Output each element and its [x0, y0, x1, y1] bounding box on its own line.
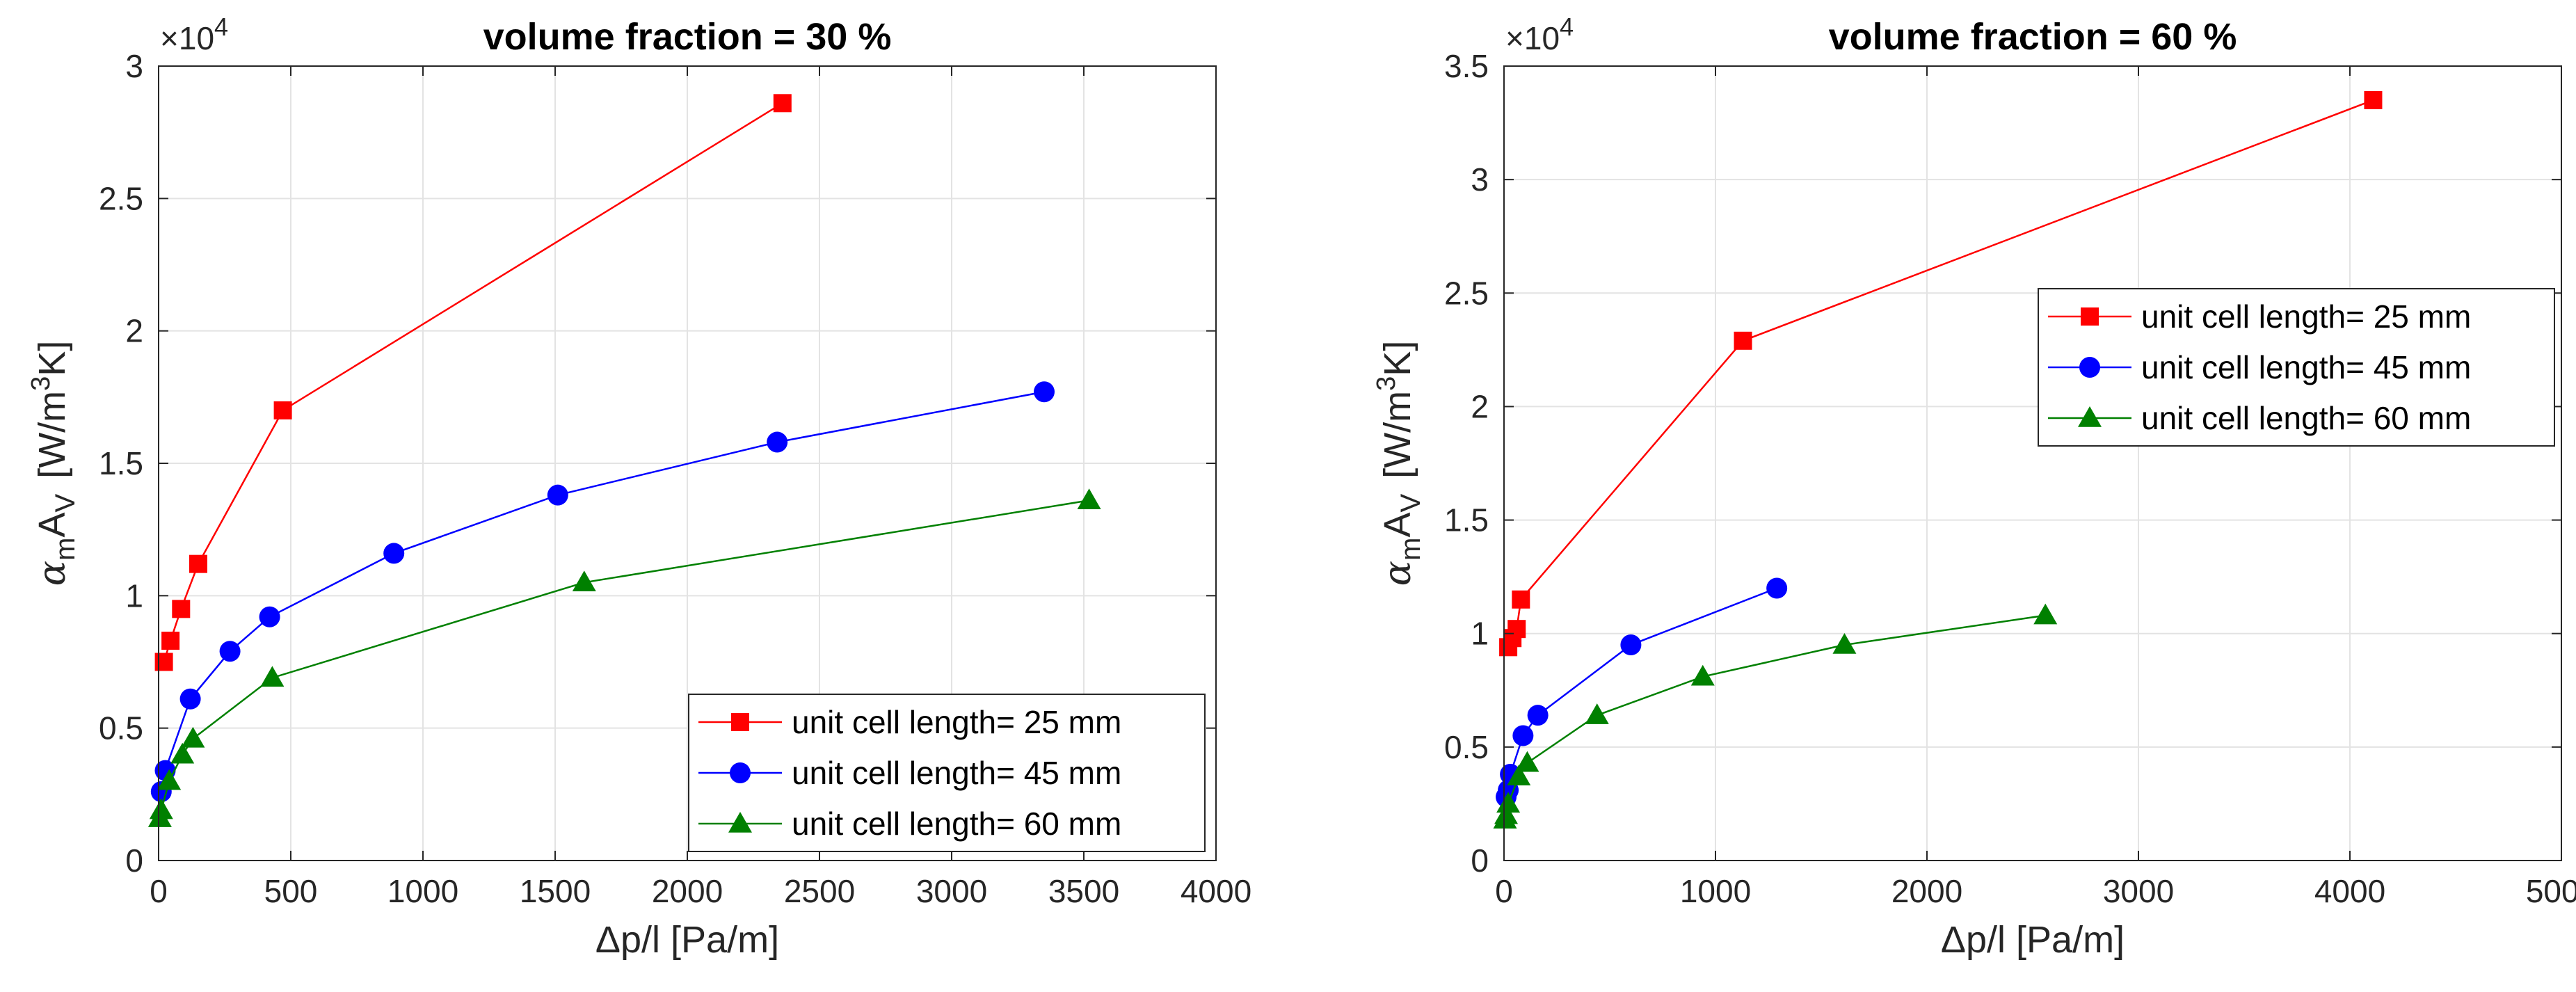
data-point — [1507, 620, 1526, 639]
data-point — [383, 543, 405, 564]
x-tick-label: 3000 — [2103, 873, 2174, 909]
legend-label: unit cell length= 60 mm — [792, 806, 1121, 842]
chart-title: volume fraction = 60 % — [1829, 16, 2237, 58]
data-point — [547, 484, 568, 506]
data-point — [260, 666, 285, 687]
data-point — [189, 554, 207, 573]
y-tick-label: 0 — [1471, 842, 1489, 879]
data-point — [767, 431, 788, 453]
x-tick-label: 2000 — [1891, 873, 1962, 909]
legend-marker — [2078, 406, 2102, 427]
legend-label: unit cell length= 45 mm — [2141, 349, 2471, 385]
data-point — [2033, 603, 2058, 625]
y-tick-label: 2.5 — [99, 180, 143, 216]
data-point — [259, 606, 280, 627]
x-tick-label: 0 — [1495, 873, 1513, 909]
y-tick-label: 0.5 — [99, 710, 143, 746]
data-point — [172, 600, 191, 618]
data-point — [1734, 331, 1752, 350]
y-axis-label: αmAV[W/m3K] — [26, 341, 81, 586]
series-layer — [1493, 90, 2383, 829]
data-point — [1766, 577, 1788, 599]
y-tick-label: 1.5 — [1444, 502, 1489, 538]
data-point — [154, 653, 173, 671]
data-point — [1512, 590, 1530, 609]
legend: unit cell length= 25 mm unit cell length=… — [2038, 288, 2555, 447]
data-point — [1832, 633, 1857, 654]
ticks: 0 500 1000 1500 2000 2500 3000 3500 4000 0 0.5 1 1.5… — [99, 48, 1251, 909]
chart-title: volume fraction = 30 % — [483, 16, 892, 58]
y-tick-label: 1 — [1471, 616, 1489, 652]
y-tick-label: 0.5 — [1444, 729, 1489, 765]
legend-marker — [731, 713, 749, 731]
data-point — [181, 726, 205, 748]
x-tick-label: 2500 — [784, 873, 855, 909]
legend-label: unit cell length= 25 mm — [792, 704, 1121, 740]
data-point — [1527, 705, 1549, 726]
y-multiplier: ×104 — [160, 13, 228, 56]
data-point — [219, 641, 241, 662]
data-point — [1515, 751, 1539, 772]
data-point — [273, 401, 292, 419]
x-tick-label: 500 — [264, 873, 318, 909]
plot-area — [1504, 66, 2561, 861]
y-tick-label: 3 — [1471, 161, 1489, 198]
data-point — [1496, 792, 1521, 813]
x-tick-label: 2000 — [652, 873, 723, 909]
x-tick-label: 1000 — [387, 873, 458, 909]
data-point — [1077, 488, 1101, 510]
x-tick-label: 1000 — [1680, 873, 1751, 909]
x-tick-label: 3000 — [916, 873, 987, 909]
data-point — [179, 688, 201, 710]
legend-label: unit cell length= 45 mm — [792, 755, 1121, 791]
legend-marker — [730, 762, 751, 783]
legend: unit cell length= 25 mm unit cell length=… — [688, 694, 1206, 852]
data-point — [157, 769, 182, 790]
data-point — [1512, 725, 1534, 746]
data-point — [170, 742, 195, 764]
data-point — [1034, 381, 1055, 403]
y-tick-label: 0 — [125, 842, 143, 879]
data-point — [161, 632, 180, 650]
y-tick-label: 2.5 — [1444, 275, 1489, 311]
x-tick-label: 4000 — [2314, 873, 2385, 909]
data-point — [773, 94, 792, 113]
data-point — [1585, 703, 1609, 724]
data-point — [2364, 90, 2383, 109]
y-multiplier: ×104 — [1505, 13, 1574, 56]
x-tick-label: 4000 — [1181, 873, 1251, 909]
chart-vf30: 0 500 1000 1500 2000 2500 3000 3500 4000 0 0.5 1 1.5… — [26, 13, 1251, 961]
x-axis-label: Δp/l [Pa/m] — [595, 919, 779, 961]
axes-box — [1503, 65, 2562, 861]
x-tick-label: 0 — [150, 873, 168, 909]
data-point — [149, 798, 173, 819]
x-axis-label: Δp/l [Pa/m] — [1941, 919, 2125, 961]
data-point — [1620, 634, 1642, 656]
x-tick-label: 1500 — [520, 873, 591, 909]
data-point — [1690, 664, 1715, 686]
legend-label: unit cell length= 25 mm — [2141, 298, 2471, 335]
legend-label: unit cell length= 60 mm — [2141, 400, 2471, 436]
series-layer — [147, 94, 1101, 827]
y-tick-label: 3 — [125, 48, 143, 84]
legend-marker — [2079, 357, 2100, 378]
y-axis-label: αmAV[W/m3K] — [1372, 341, 1426, 586]
y-tick-label: 2 — [1471, 388, 1489, 424]
legend-marker — [2081, 307, 2099, 326]
legend-marker — [728, 812, 752, 833]
x-tick-label: 3500 — [1048, 873, 1119, 909]
data-point — [1494, 803, 1519, 824]
y-tick-label: 3.5 — [1444, 48, 1489, 84]
y-tick-label: 1.5 — [99, 445, 143, 481]
data-point — [572, 570, 596, 592]
y-tick-label: 1 — [125, 577, 143, 614]
y-tick-label: 2 — [125, 313, 143, 349]
data-point — [1507, 765, 1531, 786]
